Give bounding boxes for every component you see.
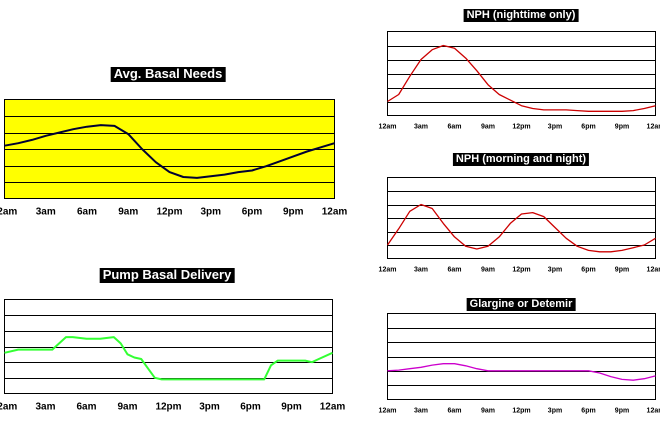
chart-title: Pump Basal Delivery [99,267,235,283]
x-tick-label: 3am [414,267,428,274]
chart-plot: 12am 3am 6am 9am 12pm 3pm 6pm 9pm 12am [379,313,660,415]
x-tick-label: 9pm [615,124,629,131]
plot-border [4,299,333,394]
x-tick-label: 6pm [581,124,595,131]
x-tick-label: 9pm [281,402,302,413]
x-tick-label: 12am [379,124,397,131]
plot-border [387,177,656,259]
x-tick-label: 3pm [548,408,562,415]
x-tick-label: 9am [481,124,495,131]
x-tick-label: 12pm [512,124,530,131]
x-tick-label: 6am [77,207,97,218]
x-tick-label: 6pm [581,267,595,274]
series-line [387,44,656,112]
chart-title: NPH (nighttime only) [463,9,579,22]
x-tick-label: 6am [447,124,461,131]
chart-title: Glargine or Detemir [466,298,576,311]
x-tick-label: 6pm [242,207,263,218]
x-tick-label: 6pm [581,408,595,415]
x-tick-label: 12am [322,207,348,218]
x-tick-label: 9pm [615,408,629,415]
x-tick-label: 12am [0,402,17,413]
plot-border [387,313,656,400]
x-tick-label: 9am [117,402,137,413]
x-tick-label: 6am [447,408,461,415]
x-tick-label: 12am [647,124,660,131]
x-tick-label: 9am [481,408,495,415]
plot-area [387,313,656,400]
x-tick-label: 12am [379,408,397,415]
x-tick-label: 3pm [548,124,562,131]
x-tick-label: 12am [320,402,346,413]
series-line [4,336,333,381]
x-tick-label: 6pm [240,402,261,413]
x-tick-label: 3am [414,124,428,131]
x-tick-label: 3am [36,207,56,218]
series-line [4,124,335,179]
chart-title: Avg. Basal Needs [110,66,226,82]
x-tick-label: 12am [647,408,660,415]
x-tick-label: 12am [379,267,397,274]
x-tick-label: 3am [35,402,55,413]
x-tick-label: 12am [0,207,17,218]
chart-plot: 12am 3am 6am 9am 12pm 3pm 6pm 9pm 12am [379,177,660,274]
chart-plot: 12am 3am 6am 9am 12pm 3pm 6pm 9pm 12am [0,99,347,218]
x-tick-label: 12pm [155,402,181,413]
x-tick-label: 3pm [199,402,220,413]
plot-area [387,31,656,116]
series-line [386,203,656,253]
x-tick-label: 3am [414,408,428,415]
x-tick-label: 9pm [615,267,629,274]
x-tick-label: 12pm [512,267,530,274]
chart-title: NPH (morning and night) [452,153,590,166]
x-tick-label: 9am [118,207,138,218]
x-tick-label: 6am [76,402,96,413]
x-tick-label: 3pm [200,207,221,218]
x-tick-label: 12pm [156,207,182,218]
series-line [387,363,656,381]
chart-plot: 12am 3am 6am 9am 12pm 3pm 6pm 9pm 12am [0,299,345,413]
x-tick-label: 6am [447,267,461,274]
x-tick-label: 3pm [548,267,562,274]
plot-border [387,31,656,116]
chart-plot: 12am 3am 6am 9am 12pm 3pm 6pm 9pm 12am [379,31,660,131]
plot-border [4,99,335,199]
x-tick-label: 9pm [283,207,304,218]
x-tick-label: 9am [481,267,495,274]
x-tick-label: 12pm [512,408,530,415]
x-tick-label: 12am [647,267,660,274]
